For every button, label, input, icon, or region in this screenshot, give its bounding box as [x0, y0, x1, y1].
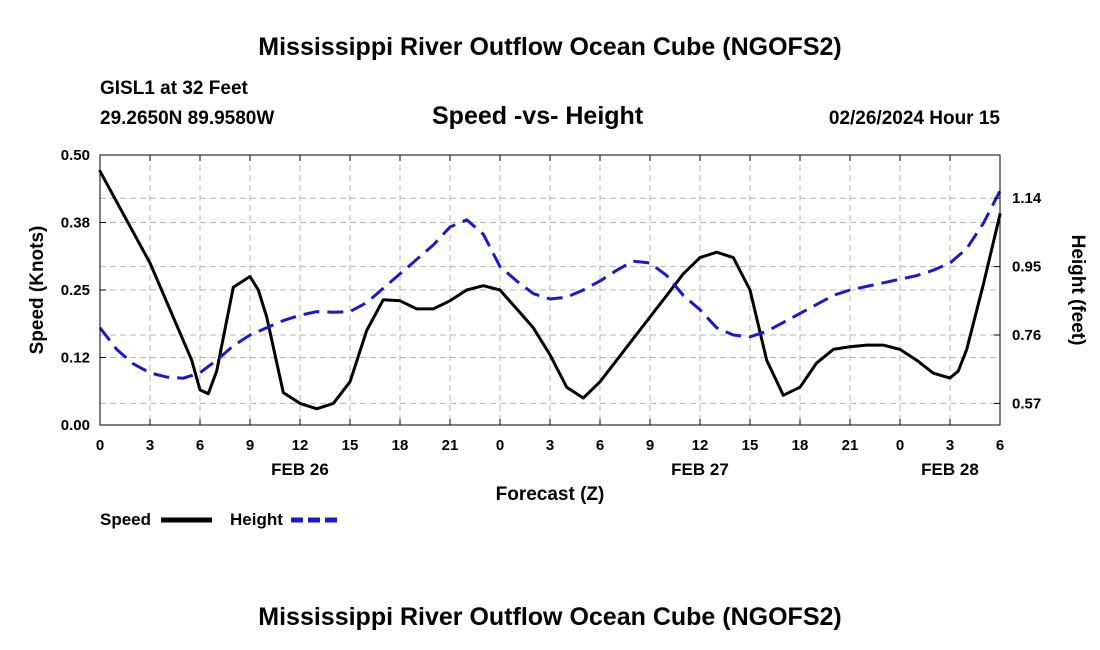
x-tick-label: 6	[996, 437, 1004, 454]
y2-axis-label: Height (feet)	[1067, 235, 1088, 346]
x-tick-label: 0	[96, 437, 104, 454]
date-label: FEB 27	[671, 460, 729, 479]
y-tick-label: 0.50	[61, 147, 90, 164]
y-axis-label: Speed (Knots)	[27, 226, 48, 355]
x-tick-label: 3	[946, 437, 954, 454]
x-tick-label: 3	[146, 437, 154, 454]
y-tick-label: 0.38	[61, 215, 90, 232]
speed-height-chart: 0 3 6 9 12 15 18 21 0 3 6 9 12 15 18 21 0 3 6 0.00 0.12 0.25 0…	[27, 147, 1088, 529]
y-tick-label: 0.25	[61, 282, 90, 299]
date-label: FEB 26	[271, 460, 329, 479]
x-tick-label: 12	[692, 437, 709, 454]
x-tick-label: 21	[442, 437, 459, 454]
y2-tick-label: 0.76	[1012, 327, 1041, 344]
forecast-timestamp: 02/26/2024 Hour 15	[828, 108, 1000, 129]
chart-subtitle: Speed -vs- Height	[432, 102, 644, 130]
x-tick-label: 3	[546, 437, 554, 454]
legend-speed-label: Speed	[100, 510, 151, 529]
x-tick-label: 18	[392, 437, 409, 454]
series-lines	[98, 169, 1002, 411]
x-tick-label: 15	[742, 437, 759, 454]
x-tick-label: 18	[792, 437, 809, 454]
height-series-line	[98, 190, 1002, 380]
page-title: Mississippi River Outflow Ocean Cube (NG…	[258, 33, 842, 61]
x-tick-label: 15	[342, 437, 359, 454]
date-label: FEB 28	[921, 460, 979, 479]
y2-tick-label: 0.57	[1012, 395, 1041, 412]
station-coordinates: 29.2650N 89.9580W	[100, 108, 275, 129]
y2-tick-label: 0.95	[1012, 259, 1041, 276]
y2-tick-label: 1.14	[1012, 190, 1042, 207]
station-label: GISL1 at 32 Feet	[100, 78, 248, 99]
x-tick-label: 9	[246, 437, 254, 454]
x-tick-label: 0	[896, 437, 904, 454]
axes: 0 3 6 9 12 15 18 21 0 3 6 9 12 15 18 21 0 3 6 0.00 0.12 0.25 0…	[61, 147, 1042, 479]
x-tick-label: 6	[196, 437, 204, 454]
x-axis-label: Forecast (Z)	[496, 484, 605, 505]
speed-series-line	[98, 169, 1002, 411]
x-tick-label: 0	[496, 437, 504, 454]
grid-lines	[100, 155, 1000, 425]
x-tick-label: 6	[596, 437, 604, 454]
x-tick-label: 21	[842, 437, 859, 454]
y-tick-label: 0.00	[61, 417, 90, 434]
x-tick-label: 12	[292, 437, 309, 454]
legend-height-label: Height	[230, 510, 283, 529]
y-tick-label: 0.12	[61, 350, 90, 367]
x-tick-label: 9	[646, 437, 654, 454]
footer-title: Mississippi River Outflow Ocean Cube (NG…	[258, 603, 842, 631]
